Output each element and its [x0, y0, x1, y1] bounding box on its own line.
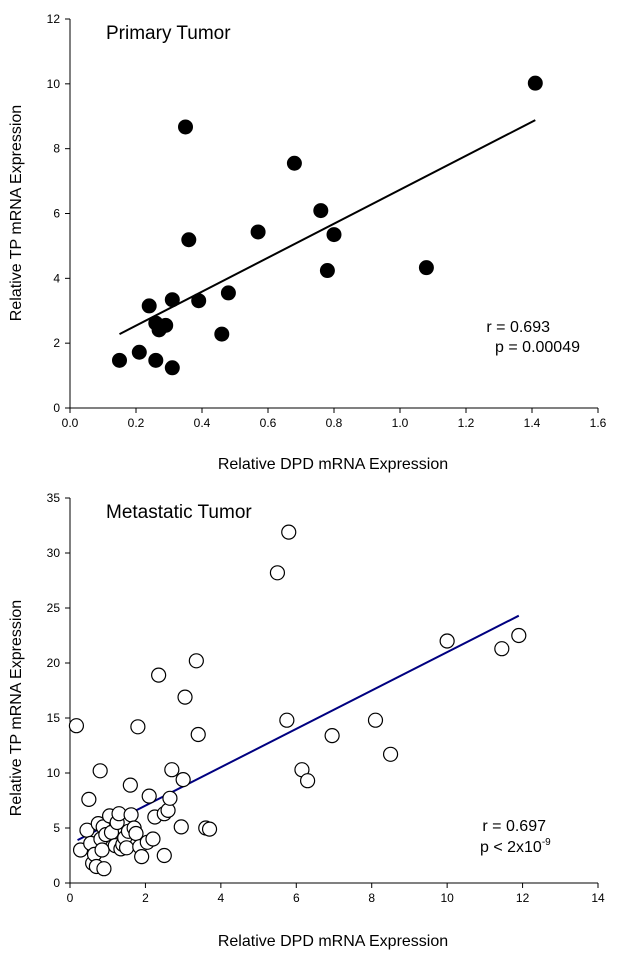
data-point [81, 791, 97, 808]
data-point [382, 746, 399, 762]
data-point [300, 773, 316, 789]
p-value-base: p < 2x10 [480, 839, 542, 856]
data-point [324, 727, 340, 744]
y-tick-label: 25 [47, 601, 61, 615]
data-point [145, 831, 161, 847]
data-point [269, 565, 286, 581]
x-tick-label: 0.0 [62, 416, 79, 430]
data-point [214, 326, 230, 342]
data-point [122, 777, 138, 793]
y-tick-label: 4 [53, 271, 60, 285]
data-point [94, 842, 110, 858]
y-axis-label: Relative TP mRNA Expression [8, 600, 25, 816]
data-point [164, 762, 180, 778]
data-point [141, 298, 157, 314]
regression-line [119, 119, 536, 335]
x-tick-label: 14 [591, 891, 605, 905]
data-point [173, 819, 189, 835]
p-value-exponent: -9 [542, 837, 551, 848]
data-point [175, 771, 191, 788]
y-tick-label: 15 [47, 711, 61, 725]
data-point [511, 627, 527, 644]
x-tick-label: 8 [368, 891, 375, 905]
data-point [156, 847, 172, 864]
y-tick-label: 5 [53, 821, 60, 835]
y-axis-label: Relative TP mRNA Expression [8, 105, 25, 321]
x-tick-label: 10 [440, 891, 454, 905]
data-point [326, 227, 342, 243]
data-point [96, 861, 112, 877]
x-tick-label: 2 [142, 891, 149, 905]
y-tick-label: 35 [47, 491, 61, 505]
data-point [250, 224, 266, 240]
data-point [418, 260, 434, 276]
data-point [439, 633, 455, 649]
data-point [164, 292, 180, 308]
data-point [220, 285, 236, 301]
data-point [181, 232, 197, 248]
data-point [527, 75, 543, 91]
data-point [131, 344, 147, 360]
x-tick-label: 0.4 [194, 416, 211, 430]
x-tick-label: 1.2 [458, 416, 475, 430]
data-point [279, 712, 295, 728]
y-tick-label: 2 [53, 336, 60, 350]
correlation-r-text: r = 0.693 [486, 319, 550, 336]
data-point [162, 790, 178, 806]
data-point [134, 848, 150, 865]
data-point [130, 719, 146, 735]
y-tick-label: 10 [47, 77, 61, 91]
data-point [118, 840, 135, 856]
y-tick-label: 0 [53, 401, 60, 415]
data-point [367, 712, 384, 728]
x-axis-label: Relative DPD mRNA Expression [218, 933, 448, 950]
data-point [177, 689, 193, 705]
primary-tumor-panel: Primary Tumor Relative DPD mRNA Expressi… [8, 12, 607, 473]
x-tick-label: 0.8 [326, 416, 343, 430]
data-point [112, 352, 127, 368]
x-tick-label: 6 [293, 891, 300, 905]
y-tick-label: 30 [47, 546, 61, 560]
data-point [148, 352, 164, 368]
y-tick-label: 10 [47, 766, 61, 780]
data-point [188, 653, 204, 669]
p-value-text: p < 2x10-9 [480, 837, 551, 856]
panel-title: Primary Tumor [106, 23, 231, 44]
y-tick-label: 12 [47, 12, 61, 26]
data-point [164, 360, 180, 376]
x-tick-label: 0.6 [260, 416, 277, 430]
x-tick-label: 0 [67, 891, 74, 905]
y-tick-label: 20 [47, 656, 61, 670]
x-axis-label: Relative DPD mRNA Expression [218, 456, 448, 473]
data-point [281, 524, 297, 540]
x-tick-label: 1.0 [392, 416, 409, 430]
y-tick-label: 8 [53, 142, 60, 156]
x-tick-label: 4 [218, 891, 225, 905]
correlation-r-text: r = 0.697 [482, 818, 546, 835]
p-value-text: p = 0.00049 [495, 339, 580, 356]
data-point [494, 641, 510, 657]
data-point [178, 119, 193, 135]
panel-title: Metastatic Tumor [106, 502, 252, 523]
x-tick-label: 1.4 [524, 416, 541, 430]
x-tick-label: 12 [516, 891, 530, 905]
data-point [201, 821, 218, 837]
data-point [191, 293, 207, 309]
data-point [151, 667, 167, 683]
data-point [92, 763, 108, 779]
data-point [141, 788, 157, 804]
data-point [313, 203, 329, 219]
y-tick-label: 0 [53, 876, 60, 890]
x-tick-label: 1.6 [590, 416, 607, 430]
data-point [286, 155, 302, 171]
y-tick-label: 6 [53, 207, 60, 221]
x-tick-label: 0.2 [128, 416, 145, 430]
metastatic-tumor-panel: Metastatic Tumor Relative DPD mRNA Expre… [8, 491, 605, 950]
data-point [190, 726, 206, 743]
data-point [123, 807, 139, 823]
data-point [68, 718, 85, 734]
data-point [158, 317, 174, 333]
data-point [319, 263, 335, 279]
